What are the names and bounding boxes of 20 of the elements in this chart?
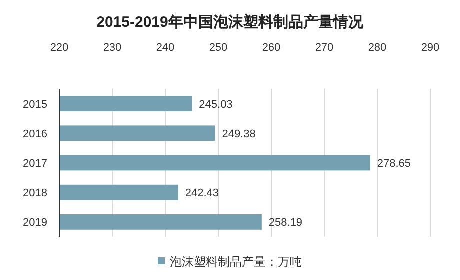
x-tick-label: 250	[209, 42, 228, 54]
data-label: 278.65	[377, 158, 411, 170]
data-label: 245.03	[199, 98, 233, 111]
data-label: 258.19	[268, 217, 303, 230]
y-tick-label: 2016	[23, 128, 48, 140]
x-tick-label: 290	[421, 42, 440, 54]
data-label: 249.38	[222, 128, 256, 140]
x-tick-label: 280	[368, 42, 387, 54]
y-tick-label: 2018	[23, 188, 48, 200]
chart-title: 2015-2019年中国泡沫塑料制品产量情况	[96, 13, 364, 31]
x-tick-label: 270	[315, 42, 334, 54]
legend-label: 泡沫塑料制品产量：万吨	[170, 255, 302, 269]
x-tick-label: 220	[50, 42, 69, 54]
y-tick-label: 2015	[23, 98, 48, 111]
y-tick-label: 2019	[23, 217, 48, 230]
x-tick-label: 260	[262, 42, 281, 54]
y-tick-label: 2017	[23, 158, 48, 170]
x-tick-label: 240	[156, 42, 175, 54]
data-label: 242.43	[185, 188, 220, 200]
x-tick-label: 230	[103, 42, 122, 54]
